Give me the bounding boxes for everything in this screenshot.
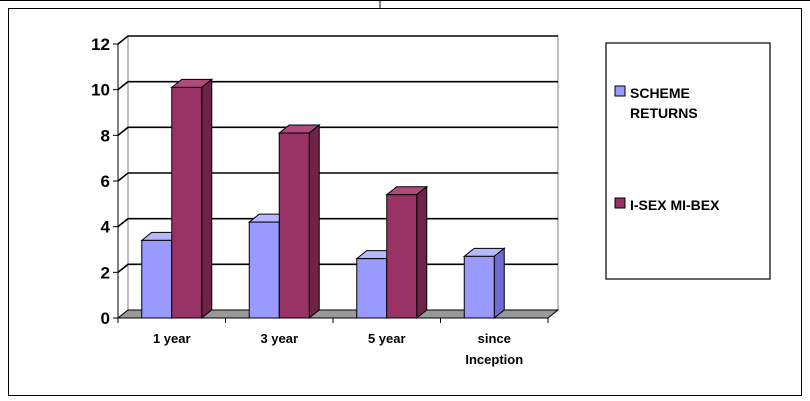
x-category-label: 1 year [153,331,191,346]
y-tick-label: 2 [101,263,110,282]
y-tick-label: 6 [101,172,110,191]
legend: SCHEME RETURNS I-SEX MI-BEX [614,85,720,213]
legend-swatch [614,197,626,209]
legend-label: SCHEME [630,85,690,101]
gridline [117,80,558,91]
bar [386,194,418,319]
bar-side [201,78,213,320]
bar [463,255,495,319]
y-tick-label: 4 [101,218,111,237]
bar [171,86,203,319]
bar [278,132,310,319]
legend-swatch [614,85,626,97]
bar-side [308,124,320,320]
y-tick-label: 8 [101,126,110,145]
x-axis: 1 year 3 year 5 year since Inception [117,317,549,367]
gridline [117,172,558,182]
legend-label: I-SEX MI-BEX [630,197,720,213]
y-tick-label: 10 [91,81,110,100]
legend-box [605,42,771,280]
bar [141,239,173,319]
gridline [117,35,558,45]
x-category-label: Inception [465,352,523,367]
y-tick-label: 0 [101,309,110,328]
x-category-label: since [478,331,511,346]
bar [356,258,388,319]
gridline [117,126,558,136]
legend-label: RETURNS [630,105,698,121]
x-category-label: 5 year [368,331,406,346]
x-category-label: 3 year [260,331,298,346]
y-tick-label: 12 [91,35,110,54]
bars [140,78,506,320]
bar-side [416,185,428,320]
bar-side [493,247,505,320]
bar [248,221,280,319]
y-axis: 0 2 4 6 8 10 12 [91,35,119,328]
